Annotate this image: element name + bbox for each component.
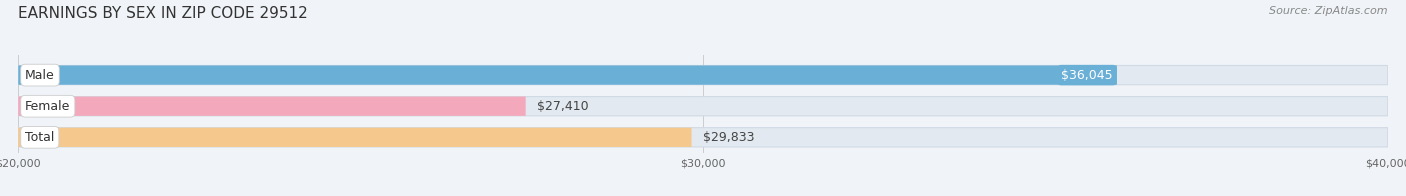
Text: Female: Female (25, 100, 70, 113)
FancyBboxPatch shape (18, 97, 1388, 116)
Text: EARNINGS BY SEX IN ZIP CODE 29512: EARNINGS BY SEX IN ZIP CODE 29512 (18, 6, 308, 21)
FancyBboxPatch shape (18, 97, 526, 116)
FancyBboxPatch shape (18, 65, 1388, 85)
FancyBboxPatch shape (18, 128, 1388, 147)
FancyBboxPatch shape (18, 128, 692, 147)
Text: Total: Total (25, 131, 55, 144)
Text: $29,833: $29,833 (703, 131, 754, 144)
Text: Male: Male (25, 69, 55, 82)
Text: $27,410: $27,410 (537, 100, 588, 113)
Text: Source: ZipAtlas.com: Source: ZipAtlas.com (1270, 6, 1388, 16)
Text: $36,045: $36,045 (1062, 69, 1112, 82)
FancyBboxPatch shape (18, 65, 1116, 85)
